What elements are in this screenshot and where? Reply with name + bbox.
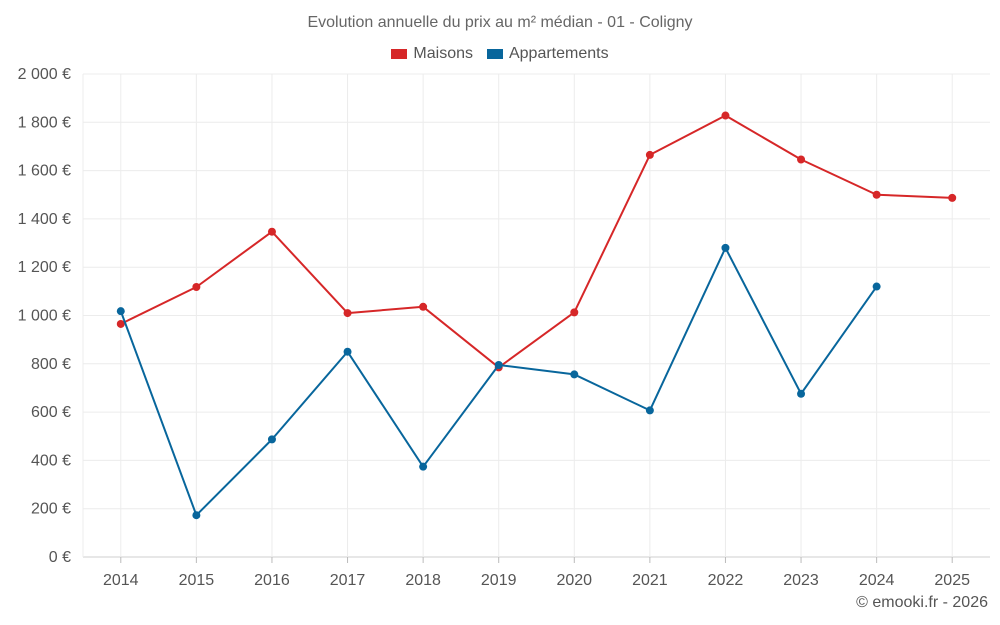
x-tick-label: 2023: [783, 572, 819, 589]
legend: Maisons Appartements: [0, 45, 1000, 63]
data-point-maisons: [721, 111, 730, 120]
data-point-maisons: [645, 150, 654, 159]
y-tick-label: 800 €: [31, 356, 71, 373]
x-tick-label: 2015: [179, 572, 215, 589]
data-point-appartements: [116, 307, 125, 316]
legend-item-appartements[interactable]: Appartements: [486, 45, 609, 63]
x-tick-label: 2025: [934, 572, 970, 589]
data-point-appartements: [192, 511, 201, 520]
data-point-appartements: [570, 370, 579, 379]
x-tick-label: 2020: [556, 572, 592, 589]
data-point-maisons: [419, 302, 428, 311]
x-tick-label: 2024: [859, 572, 895, 589]
y-tick-label: 1 400 €: [18, 211, 71, 228]
y-tick-label: 600 €: [31, 404, 71, 421]
y-tick-label: 200 €: [31, 501, 71, 518]
y-tick-label: 0 €: [49, 549, 71, 566]
x-tick-label: 2022: [708, 572, 744, 589]
legend-item-maisons[interactable]: Maisons: [391, 45, 473, 63]
data-point-maisons: [116, 319, 125, 328]
data-point-appartements: [721, 243, 730, 252]
y-tick-label: 2 000 €: [18, 66, 71, 83]
data-point-appartements: [645, 406, 654, 415]
x-tick-label: 2018: [405, 572, 441, 589]
data-point-maisons: [570, 308, 579, 317]
data-point-maisons: [192, 283, 201, 292]
series-line-maisons: [120, 114, 953, 369]
legend-label-maisons: Maisons: [413, 45, 473, 62]
y-tick-label: 1 200 €: [18, 259, 71, 276]
y-tick-label: 1 600 €: [18, 163, 71, 180]
data-point-maisons: [872, 190, 881, 199]
data-point-maisons: [267, 227, 276, 236]
data-point-appartements: [872, 282, 881, 291]
x-tick-label: 2016: [254, 572, 290, 589]
legend-swatch-appartements: [486, 49, 503, 59]
data-point-appartements: [419, 462, 428, 471]
data-point-appartements: [494, 361, 503, 370]
chart-title: Evolution annuelle du prix au m² médian …: [307, 14, 693, 31]
legend-label-appartements: Appartements: [508, 45, 609, 62]
grid: [82, 73, 990, 558]
credit-text: © emooki.fr - 2026: [856, 594, 988, 611]
axes: 0 € 200 € 400 € 600 € 800 € 1 000 € 1 200 € 1 4…: [18, 66, 970, 589]
data-point-maisons: [948, 193, 957, 202]
y-tick-label: 1 800 €: [18, 114, 71, 131]
x-tick-label: 2017: [330, 572, 366, 589]
data-point-appartements: [343, 347, 352, 356]
x-tick-label: 2021: [632, 572, 668, 589]
y-tick-label: 1 000 €: [18, 308, 71, 325]
y-tick-label: 400 €: [31, 452, 71, 469]
data-point-maisons: [797, 155, 806, 164]
x-tick-label: 2019: [481, 572, 517, 589]
legend-swatch-maisons: [391, 49, 408, 59]
data-point-appartements: [267, 435, 276, 444]
x-tick-label: 2014: [103, 572, 139, 589]
series: [116, 111, 957, 520]
data-point-maisons: [343, 309, 352, 318]
data-point-appartements: [797, 389, 806, 398]
